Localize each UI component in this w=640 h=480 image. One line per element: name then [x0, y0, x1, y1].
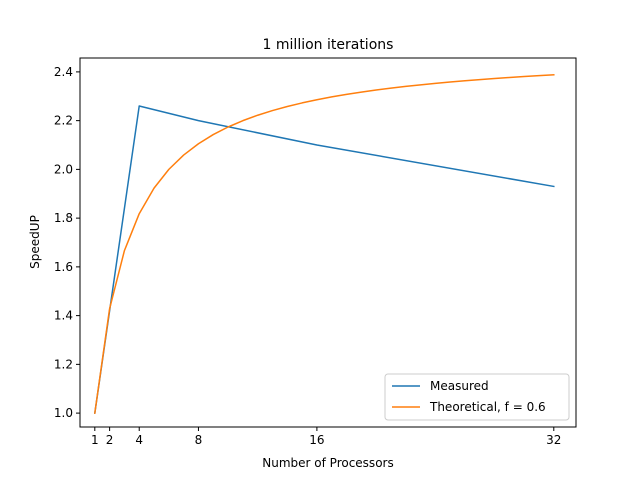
chart-title: 1 million iterations [263, 37, 394, 53]
y-tick-label: 1.4 [54, 309, 73, 323]
legend-label-measured: Measured [430, 379, 489, 393]
y-axis-ticks: 1.0 1.2 1.4 1.6 1.8 2.0 2.2 2.4 [54, 65, 80, 420]
legend-box [384, 373, 570, 421]
y-axis-label: SpeedUP [28, 215, 42, 269]
x-tick-label: 16 [309, 433, 324, 447]
x-axis-label: Number of Processors [262, 456, 393, 470]
legend: Measured Theoretical, f = 0.6 [384, 373, 570, 421]
x-axis-ticks: 1 2 4 8 16 32 [91, 427, 561, 447]
y-tick-label: 2.2 [54, 114, 73, 128]
y-tick-label: 1.8 [54, 211, 73, 225]
axes-frame [79, 57, 577, 428]
x-tick-label: 1 [91, 433, 99, 447]
x-tick-label: 32 [546, 433, 561, 447]
y-tick-label: 2.4 [54, 65, 73, 79]
series-line-measured [93, 105, 555, 414]
y-tick-label: 1.6 [54, 260, 73, 274]
x-tick-label: 4 [135, 433, 143, 447]
y-tick-label: 2.0 [54, 162, 73, 176]
x-tick-label: 8 [195, 433, 203, 447]
series-layer [93, 73, 555, 414]
x-tick-label: 2 [106, 433, 114, 447]
legend-label-theoretical: Theoretical, f = 0.6 [429, 400, 546, 414]
y-tick-label: 1.2 [54, 357, 73, 371]
series-line-theoretical [93, 73, 555, 414]
y-tick-label: 1.0 [54, 406, 73, 420]
